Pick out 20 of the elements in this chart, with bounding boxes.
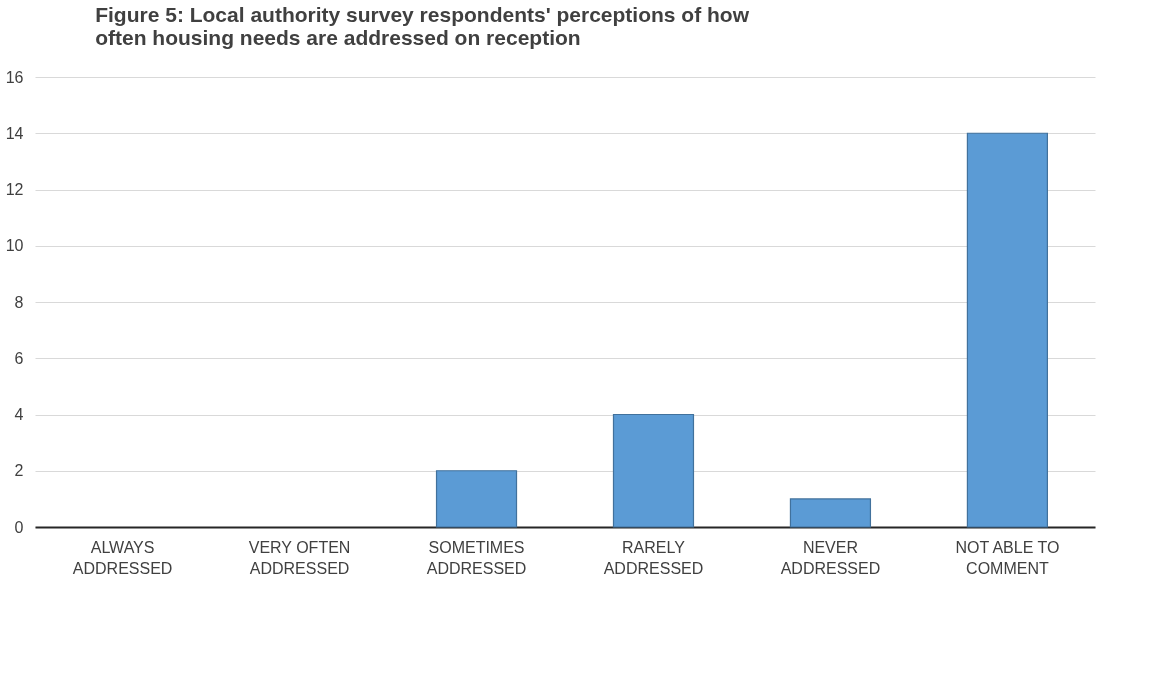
bar	[435, 470, 518, 528]
y-tick-label: 2	[14, 462, 24, 480]
y-tick-label: 10	[5, 237, 24, 255]
y-tick-label: 16	[5, 68, 24, 86]
bar	[966, 132, 1048, 528]
x-tick-label: RARELY ADDRESSED	[603, 538, 704, 577]
y-tick-label: 12	[5, 181, 24, 198]
x-tick-label: SOMETIMES ADDRESSED	[426, 538, 527, 577]
y-tick-label: 6	[14, 349, 24, 367]
x-tick-label: VERY OFTEN ADDRESSED	[248, 538, 351, 577]
chart-title: Figure 5: Local authority survey respondents' perceptions of how often housing needs are addressed on reception	[95, 3, 750, 49]
x-tick-label: ALWAYS ADDRESSED	[72, 538, 173, 577]
x-tick-label: NEVER ADDRESSED	[780, 538, 881, 577]
y-tick-label: 4	[14, 406, 24, 423]
bar	[612, 413, 695, 528]
x-tick-label: NOT ABLE TO COMMENT	[955, 538, 1060, 577]
y-tick-label: 14	[5, 124, 24, 142]
y-tick-label: 8	[14, 293, 24, 311]
y-tick-label: 0	[14, 518, 24, 536]
bar	[789, 498, 872, 528]
